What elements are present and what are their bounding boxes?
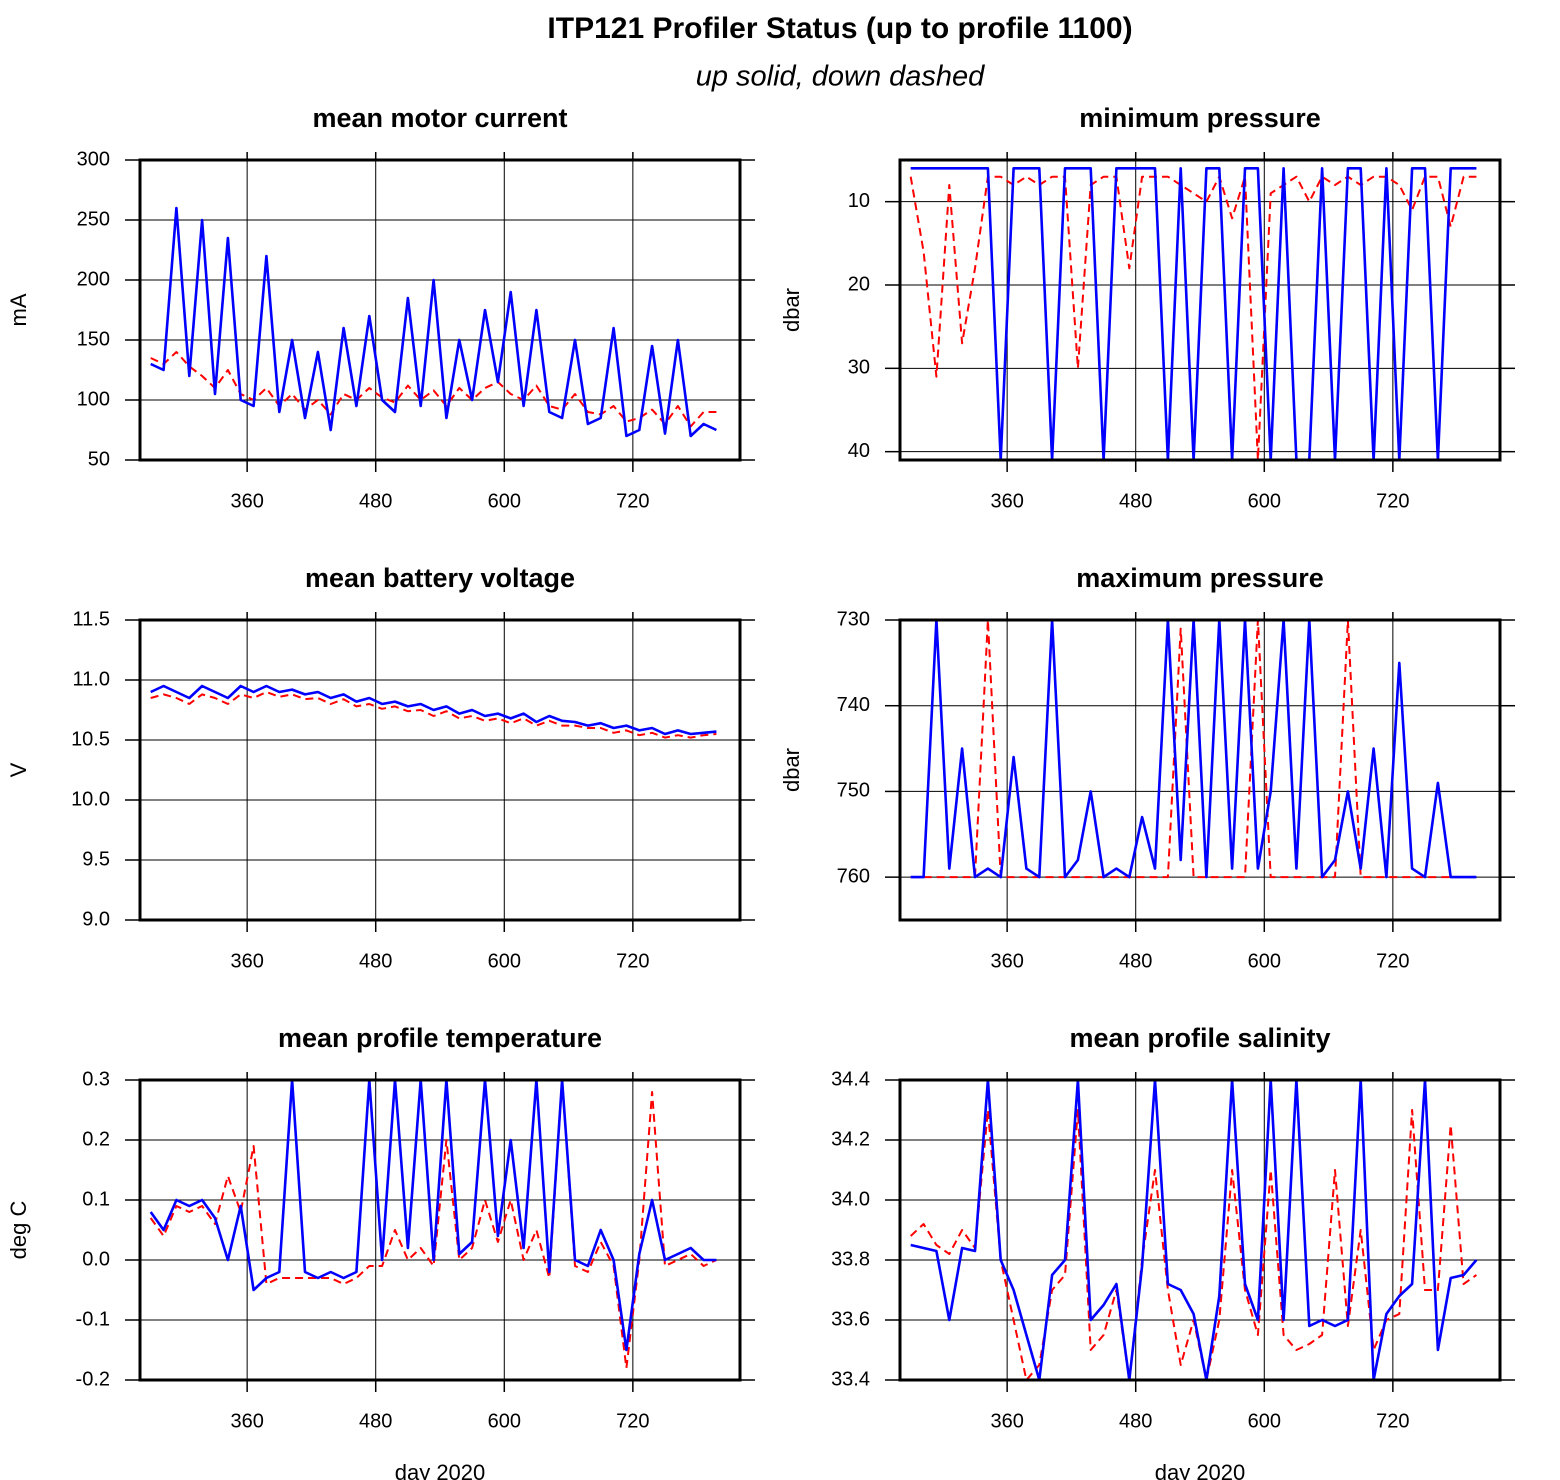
y-tick-label: 10.0 [71,788,110,810]
series-line [150,206,717,438]
x-tick-label: 480 [359,490,392,512]
y-tick-label: 0.3 [82,1068,110,1090]
y-axis-label: deg C [6,1201,31,1260]
y-tick-label: 11.0 [73,668,110,690]
x-tick-label: 480 [1119,490,1152,512]
plot-frame [138,158,742,462]
y-tick-label: 33.6 [831,1308,870,1330]
x-tick-label: 720 [1376,1410,1409,1432]
y-tick-label: 34.4 [831,1068,870,1090]
y-tick-label: 34.0 [831,1188,870,1210]
x-axis-label: day 2020 [395,1460,486,1480]
y-tick-label: 100 [77,388,110,410]
y-tick-label: 10.5 [71,728,110,750]
y-axis-label: mA [6,293,31,326]
y-tick-label: 33.4 [831,1368,870,1390]
y-tick-label: -0.1 [76,1308,110,1330]
x-tick-label: 360 [990,1410,1023,1432]
panel: mean motor current mA 50 100 150 200 250 300 360… [6,103,755,512]
y-tick-label: 20 [848,273,870,295]
series-line [910,620,1477,879]
y-axis-label: V [6,762,31,777]
y-tick-label: 750 [837,780,870,802]
y-tick-label: 150 [77,328,110,350]
series-line [149,1080,717,1369]
y-tick-label: 0.2 [82,1128,110,1150]
series-line [150,691,717,739]
x-tick-label: 480 [1119,1410,1152,1432]
x-tick-label: 360 [230,950,263,972]
x-tick-label: 600 [1248,950,1281,972]
plot-frame [898,618,1502,922]
panel: mean battery voltage V 9.0 9.5 10.0 10.5 11.0 1… [6,563,755,972]
panel: mean profile temperature deg C day 2020 -0.… [6,1023,755,1480]
y-tick-label: 0.0 [82,1248,110,1270]
y-tick-label: 40 [848,440,870,462]
x-tick-label: 600 [1248,1410,1281,1432]
series-line [150,351,717,428]
panel-title: mean profile temperature [278,1023,602,1053]
y-axis-label: dbar [779,748,804,792]
y-tick-label: 34.2 [831,1128,870,1150]
y-tick-label: 200 [77,268,110,290]
y-tick-label: 740 [837,694,870,716]
series-line [910,1080,1478,1380]
figure-subtitle: up solid, down dashed [696,61,985,93]
plot-frame [138,618,742,922]
y-tick-label: 250 [77,208,110,230]
x-tick-label: 600 [488,490,521,512]
panel: mean profile salinity day 2020 33.4 33.6 33.… [831,1023,1515,1480]
x-tick-label: 720 [616,1410,649,1432]
y-tick-label: 33.8 [831,1248,870,1270]
x-tick-label: 480 [359,1410,392,1432]
x-tick-label: 360 [990,490,1023,512]
y-tick-label: 10 [848,190,870,212]
series-line [910,620,1477,879]
figure-title: ITP121 Profiler Status (up to profile 11… [547,12,1132,45]
panel: maximum pressure dbar 730 740 750 760 360 480 60… [779,563,1515,972]
x-tick-label: 360 [230,490,263,512]
y-axis-label: dbar [779,288,804,332]
y-tick-label: 9.0 [82,908,110,930]
x-tick-label: 360 [230,1410,263,1432]
x-tick-label: 720 [616,490,649,512]
series-line [150,684,717,736]
x-tick-label: 600 [488,950,521,972]
y-tick-label: 730 [837,608,870,630]
y-tick-label: 760 [837,865,870,887]
x-tick-label: 720 [1376,490,1409,512]
y-tick-label: 30 [848,357,870,379]
panel-title: mean profile salinity [1069,1023,1330,1053]
x-tick-label: 600 [1248,490,1281,512]
x-tick-label: 360 [990,950,1023,972]
panel-title: maximum pressure [1076,563,1324,593]
panel-title: mean motor current [312,103,567,133]
x-tick-label: 720 [616,950,649,972]
x-tick-label: 600 [488,1410,521,1432]
panel-title: minimum pressure [1079,103,1321,133]
y-tick-label: 300 [77,148,110,170]
x-tick-label: 720 [1376,950,1409,972]
series-line [909,175,1477,460]
y-tick-label: 0.1 [82,1188,110,1210]
x-axis-label: day 2020 [1155,1460,1246,1480]
plot-frame [898,1078,1502,1382]
plot-frame [898,158,1502,462]
y-tick-label: 11.5 [73,608,110,630]
series-line [910,1109,1477,1380]
series-line [910,167,1477,460]
y-tick-label: 9.5 [82,848,110,870]
y-tick-label: -0.2 [76,1368,110,1390]
y-tick-label: 50 [88,448,110,470]
plot-frame [138,1078,742,1382]
x-tick-label: 480 [359,950,392,972]
panel-title: mean battery voltage [305,563,575,593]
series-line [149,1080,717,1352]
panel: minimum pressure dbar 10 20 30 40 360 480 600 720 [779,103,1515,512]
x-tick-label: 480 [1119,950,1152,972]
